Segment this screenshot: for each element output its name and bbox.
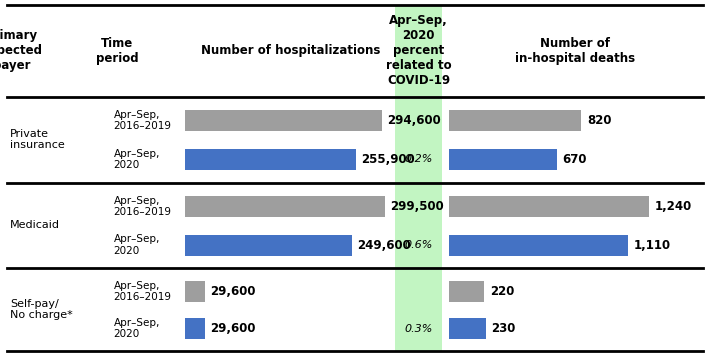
Text: Private
insurance: Private insurance xyxy=(10,129,65,150)
Text: 230: 230 xyxy=(491,322,516,335)
Text: Time
period: Time period xyxy=(96,37,138,65)
Text: Primary
expected
payer: Primary expected payer xyxy=(0,29,43,72)
Text: 294,600: 294,600 xyxy=(387,114,441,127)
Text: Apr–Sep,
2020: Apr–Sep, 2020 xyxy=(114,318,160,339)
Text: Medicaid: Medicaid xyxy=(10,221,60,231)
Bar xyxy=(185,149,356,170)
Bar xyxy=(185,318,205,339)
Text: Apr–Sep,
2016–2019: Apr–Sep, 2016–2019 xyxy=(114,281,172,303)
Text: Apr–Sep,
2016–2019: Apr–Sep, 2016–2019 xyxy=(114,110,172,131)
Text: 29,600: 29,600 xyxy=(211,285,256,298)
Bar xyxy=(449,318,486,339)
Text: Apr–Sep,
2020: Apr–Sep, 2020 xyxy=(114,234,160,256)
Bar xyxy=(185,281,205,302)
Text: 249,600: 249,600 xyxy=(357,239,411,252)
Bar xyxy=(185,235,351,256)
Text: Apr–Sep,
2020
percent
related to
COVID-19: Apr–Sep, 2020 percent related to COVID-1… xyxy=(386,14,452,87)
Text: 220: 220 xyxy=(490,285,514,298)
Text: Self-pay/
No charge*: Self-pay/ No charge* xyxy=(10,299,72,320)
Text: 1,110: 1,110 xyxy=(633,239,671,252)
Text: Apr–Sep,
2020: Apr–Sep, 2020 xyxy=(114,149,160,170)
Text: 255,900: 255,900 xyxy=(361,153,415,166)
Bar xyxy=(449,196,649,217)
Bar xyxy=(395,5,442,351)
Text: 0.2%: 0.2% xyxy=(405,154,433,164)
Text: 0.3%: 0.3% xyxy=(405,324,433,334)
Text: 1,240: 1,240 xyxy=(655,200,692,213)
Bar xyxy=(185,196,385,217)
Text: 299,500: 299,500 xyxy=(391,200,444,213)
Bar xyxy=(449,281,484,302)
Text: 29,600: 29,600 xyxy=(211,322,256,335)
Bar xyxy=(449,110,581,131)
Bar xyxy=(449,235,628,256)
Bar xyxy=(185,110,381,131)
Text: Apr–Sep,
2016–2019: Apr–Sep, 2016–2019 xyxy=(114,196,172,217)
Text: Number of
in-hospital deaths: Number of in-hospital deaths xyxy=(515,37,635,65)
Text: 670: 670 xyxy=(562,153,587,166)
Text: 820: 820 xyxy=(586,114,611,127)
Text: Number of hospitalizations: Number of hospitalizations xyxy=(201,44,380,57)
Bar xyxy=(449,149,557,170)
Text: 0.6%: 0.6% xyxy=(405,240,433,250)
